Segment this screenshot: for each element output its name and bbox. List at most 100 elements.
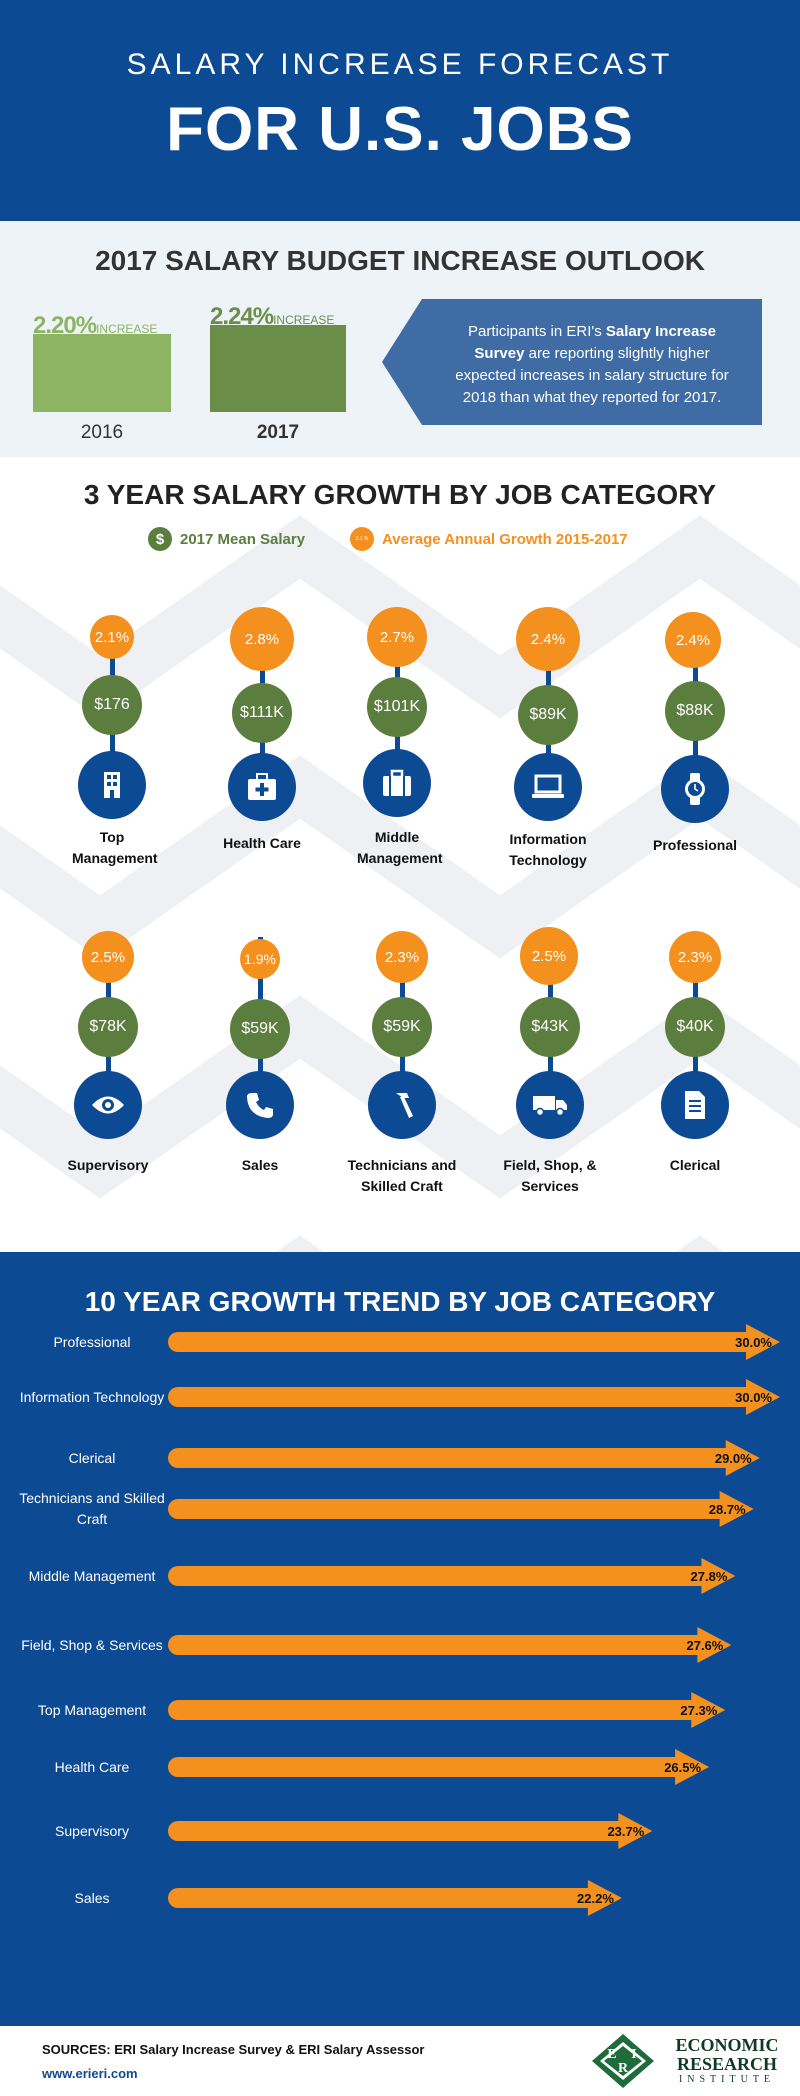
rate-badge: 2.3% [669,931,721,983]
growth-title: 3 YEAR SALARY GROWTH BY JOB CATEGORY [83,479,717,510]
category-name: Professional [652,837,738,853]
trend-value-label: 27.6% [686,1638,723,1653]
trend-value-label: 27.3% [680,1703,717,1718]
trend-category-label: Field, Shop & Services [21,1636,163,1653]
trend-arrow-bar [178,1440,760,1476]
trend-category-label: Clerical [68,1449,116,1466]
salary-badge: $59K [230,999,290,1059]
logo-line1: ECONOMIC [675,2035,779,2055]
briefcase-icon [363,749,431,817]
salary-badge: $78K [78,997,138,1057]
salary-badge: $89K [518,685,578,745]
rate-badge: 2.8% [230,607,294,671]
trend-arrow-cap [168,1757,188,1777]
document-icon [661,1071,729,1139]
rate-badge: 2.7% [367,607,427,667]
trend-row: Technicians and Skilled Craft 28.7% [0,1487,800,1531]
trend-value-label: 29.0% [715,1451,752,1466]
trend-arrow-bar [178,1627,732,1663]
budget-bar-2017-fill [210,325,346,412]
category-name: Supervisory [67,1157,149,1173]
trend-row: Health Care 26.5% [0,1745,800,1789]
trend-category-label: Information Technology [19,1388,165,1405]
trend-value-label: 22.2% [577,1891,614,1906]
trend-category-label: Professional [53,1333,131,1350]
trend-value-label: 27.8% [691,1569,728,1584]
trend-title: 10 YEAR GROWTH TREND BY JOB CATEGORY [84,1286,716,1317]
trend-row: Supervisory 23.7% [0,1809,800,1853]
trend-arrow-cap [168,1332,188,1352]
trend-value-label: 26.5% [664,1760,701,1775]
budget-title: 2017 SALARY BUDGET INCREASE OUTLOOK [95,245,705,276]
rate-badge: 2.5% [520,927,578,985]
trend-category-label: Technicians and Skilled Craft [19,1490,165,1527]
salary-badge: $176 [82,675,142,735]
budget-2017-suffix: INCREASE [273,313,335,327]
logo-letter-i: I [631,2047,636,2062]
website-link[interactable]: www.erieri.com [42,2066,138,2081]
trend-row: Information Technology 30.0% [0,1375,800,1419]
medical-kit-icon [228,753,296,821]
eri-logo-icon: E R I [592,2034,654,2088]
budget-2016-suffix: INCREASE [96,322,158,336]
budget-2016-year: 2016 [80,422,124,443]
trend-arrow-cap [168,1888,188,1908]
budget-bar-2016: 2.20%INCREASE 2016 [33,312,171,443]
trend-category-label: Supervisory [55,1822,129,1839]
salary-badge: $88K [665,681,725,741]
trend-value-label: 23.7% [607,1824,644,1839]
trend-arrow-bar [178,1880,622,1916]
trend-value-label: 30.0% [735,1335,772,1350]
rate-badge: 2.3% [376,931,428,983]
trend-value-label: 30.0% [735,1390,772,1405]
trend-arrow-cap [168,1499,188,1519]
trend-arrow-cap [168,1566,188,1586]
trend-row: Middle Management 27.8% [0,1554,800,1598]
trend-arrow-cap [168,1821,188,1841]
rate-badge: 2.4% [516,607,580,671]
logo-letter-r: R [618,2061,629,2076]
budget-section: 2017 SALARY BUDGET INCREASE OUTLOOK 2.20… [0,221,800,457]
trend-arrow-cap [168,1448,188,1468]
trend-arrow-bar [178,1324,780,1360]
salary-badge: $40K [665,997,725,1057]
budget-2017-year: 2017 [256,422,300,443]
trend-arrow-bar [178,1813,653,1849]
eri-logo-text: ECONOMIC RESEARCH INSTITUTE [662,2036,792,2086]
header-title-line1: SALARY INCREASE FORECAST [126,48,674,81]
trend-row: Top Management 27.3% [0,1688,800,1732]
trend-row: Field, Shop & Services 27.6% [0,1623,800,1667]
legend-growth-label: Average Annual Growth 2015-2017 [382,530,628,548]
hammer-icon [368,1071,436,1139]
footer: SOURCES: ERI Salary Increase Survey & ER… [0,2026,800,2096]
trend-arrow-bar [178,1491,754,1527]
logo-line3: INSTITUTE [678,2074,776,2085]
salary-badge: $59K [372,997,432,1057]
category-name: Technicians and Skilled Craft [347,1157,457,1194]
watch-icon [661,755,729,823]
laptop-icon [514,753,582,821]
legend-growth-dot: 2.1 % [350,527,374,551]
legend-growth: 2.1 % Average Annual Growth 2015-2017 [350,527,628,551]
trend-arrow-bar [178,1749,710,1785]
trend-value-label: 28.7% [709,1502,746,1517]
trend-arrow-bar [178,1379,780,1415]
category-name: Field, Shop, & Services [503,1157,597,1194]
salary-badge: $101K [367,677,427,737]
budget-bar-2016-fill [33,334,171,412]
truck-icon [516,1071,584,1139]
salary-badge: $111K [232,683,292,743]
trend-category-label: Top Management [37,1701,147,1718]
building-icon [78,751,146,819]
header-title-line2: FOR U.S. JOBS [166,95,634,164]
legend-salary-label: 2017 Mean Salary [180,530,306,548]
trend-section: 10 YEAR GROWTH TREND BY JOB CATEGORY Pro… [0,1252,800,2026]
category-name: Sales [241,1157,279,1173]
trend-arrow-cap [168,1635,188,1655]
budget-bar-2017: 2.24%INCREASE 2017 [210,303,346,443]
callout-text: Participants in ERI's Salary Increase Su… [442,321,742,409]
rate-badge: 1.9% [240,939,280,979]
category-name: Health Care [223,835,301,851]
callout-shape [382,299,762,425]
category-name: Clerical [669,1157,721,1173]
